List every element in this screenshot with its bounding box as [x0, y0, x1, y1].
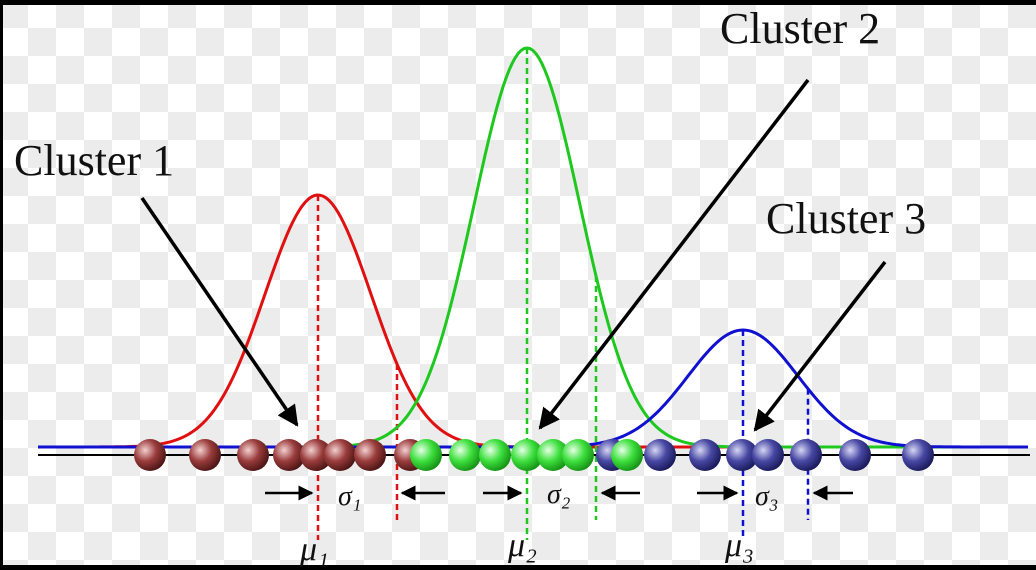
data-point [237, 439, 269, 471]
data-point [300, 439, 332, 471]
data-point [726, 439, 758, 471]
data-point [537, 439, 569, 471]
data-point [644, 439, 676, 471]
cluster-label: Cluster 1 [14, 136, 174, 185]
data-point [902, 439, 934, 471]
data-point [511, 439, 543, 471]
data-point [354, 439, 386, 471]
drawing [38, 46, 1030, 540]
mu-label: μ₃ [724, 527, 754, 564]
sigma-label: σ₂ [547, 479, 571, 510]
data-point [449, 439, 481, 471]
sigma-label: σ₁ [338, 481, 362, 512]
cluster-label: Cluster 3 [766, 194, 926, 243]
data-point [752, 439, 784, 471]
data-point [189, 439, 221, 471]
data-point [562, 439, 594, 471]
sigma-label: σ₃ [755, 481, 779, 512]
data-point [273, 439, 305, 471]
background [3, 5, 1036, 565]
data-point [790, 439, 822, 471]
data-point [324, 439, 356, 471]
data-point [479, 439, 511, 471]
data-point [134, 439, 166, 471]
pointer-arrow [140, 197, 299, 427]
pointer-arrow [538, 78, 810, 430]
mu-label: μ₁ [299, 531, 329, 568]
data-point [689, 439, 721, 471]
pointer-arrow [753, 260, 887, 432]
data-point [410, 439, 442, 471]
mu-label: μ₂ [507, 527, 537, 564]
cluster-label: Cluster 2 [720, 4, 880, 53]
data-point [611, 439, 643, 471]
data-point [839, 439, 871, 471]
